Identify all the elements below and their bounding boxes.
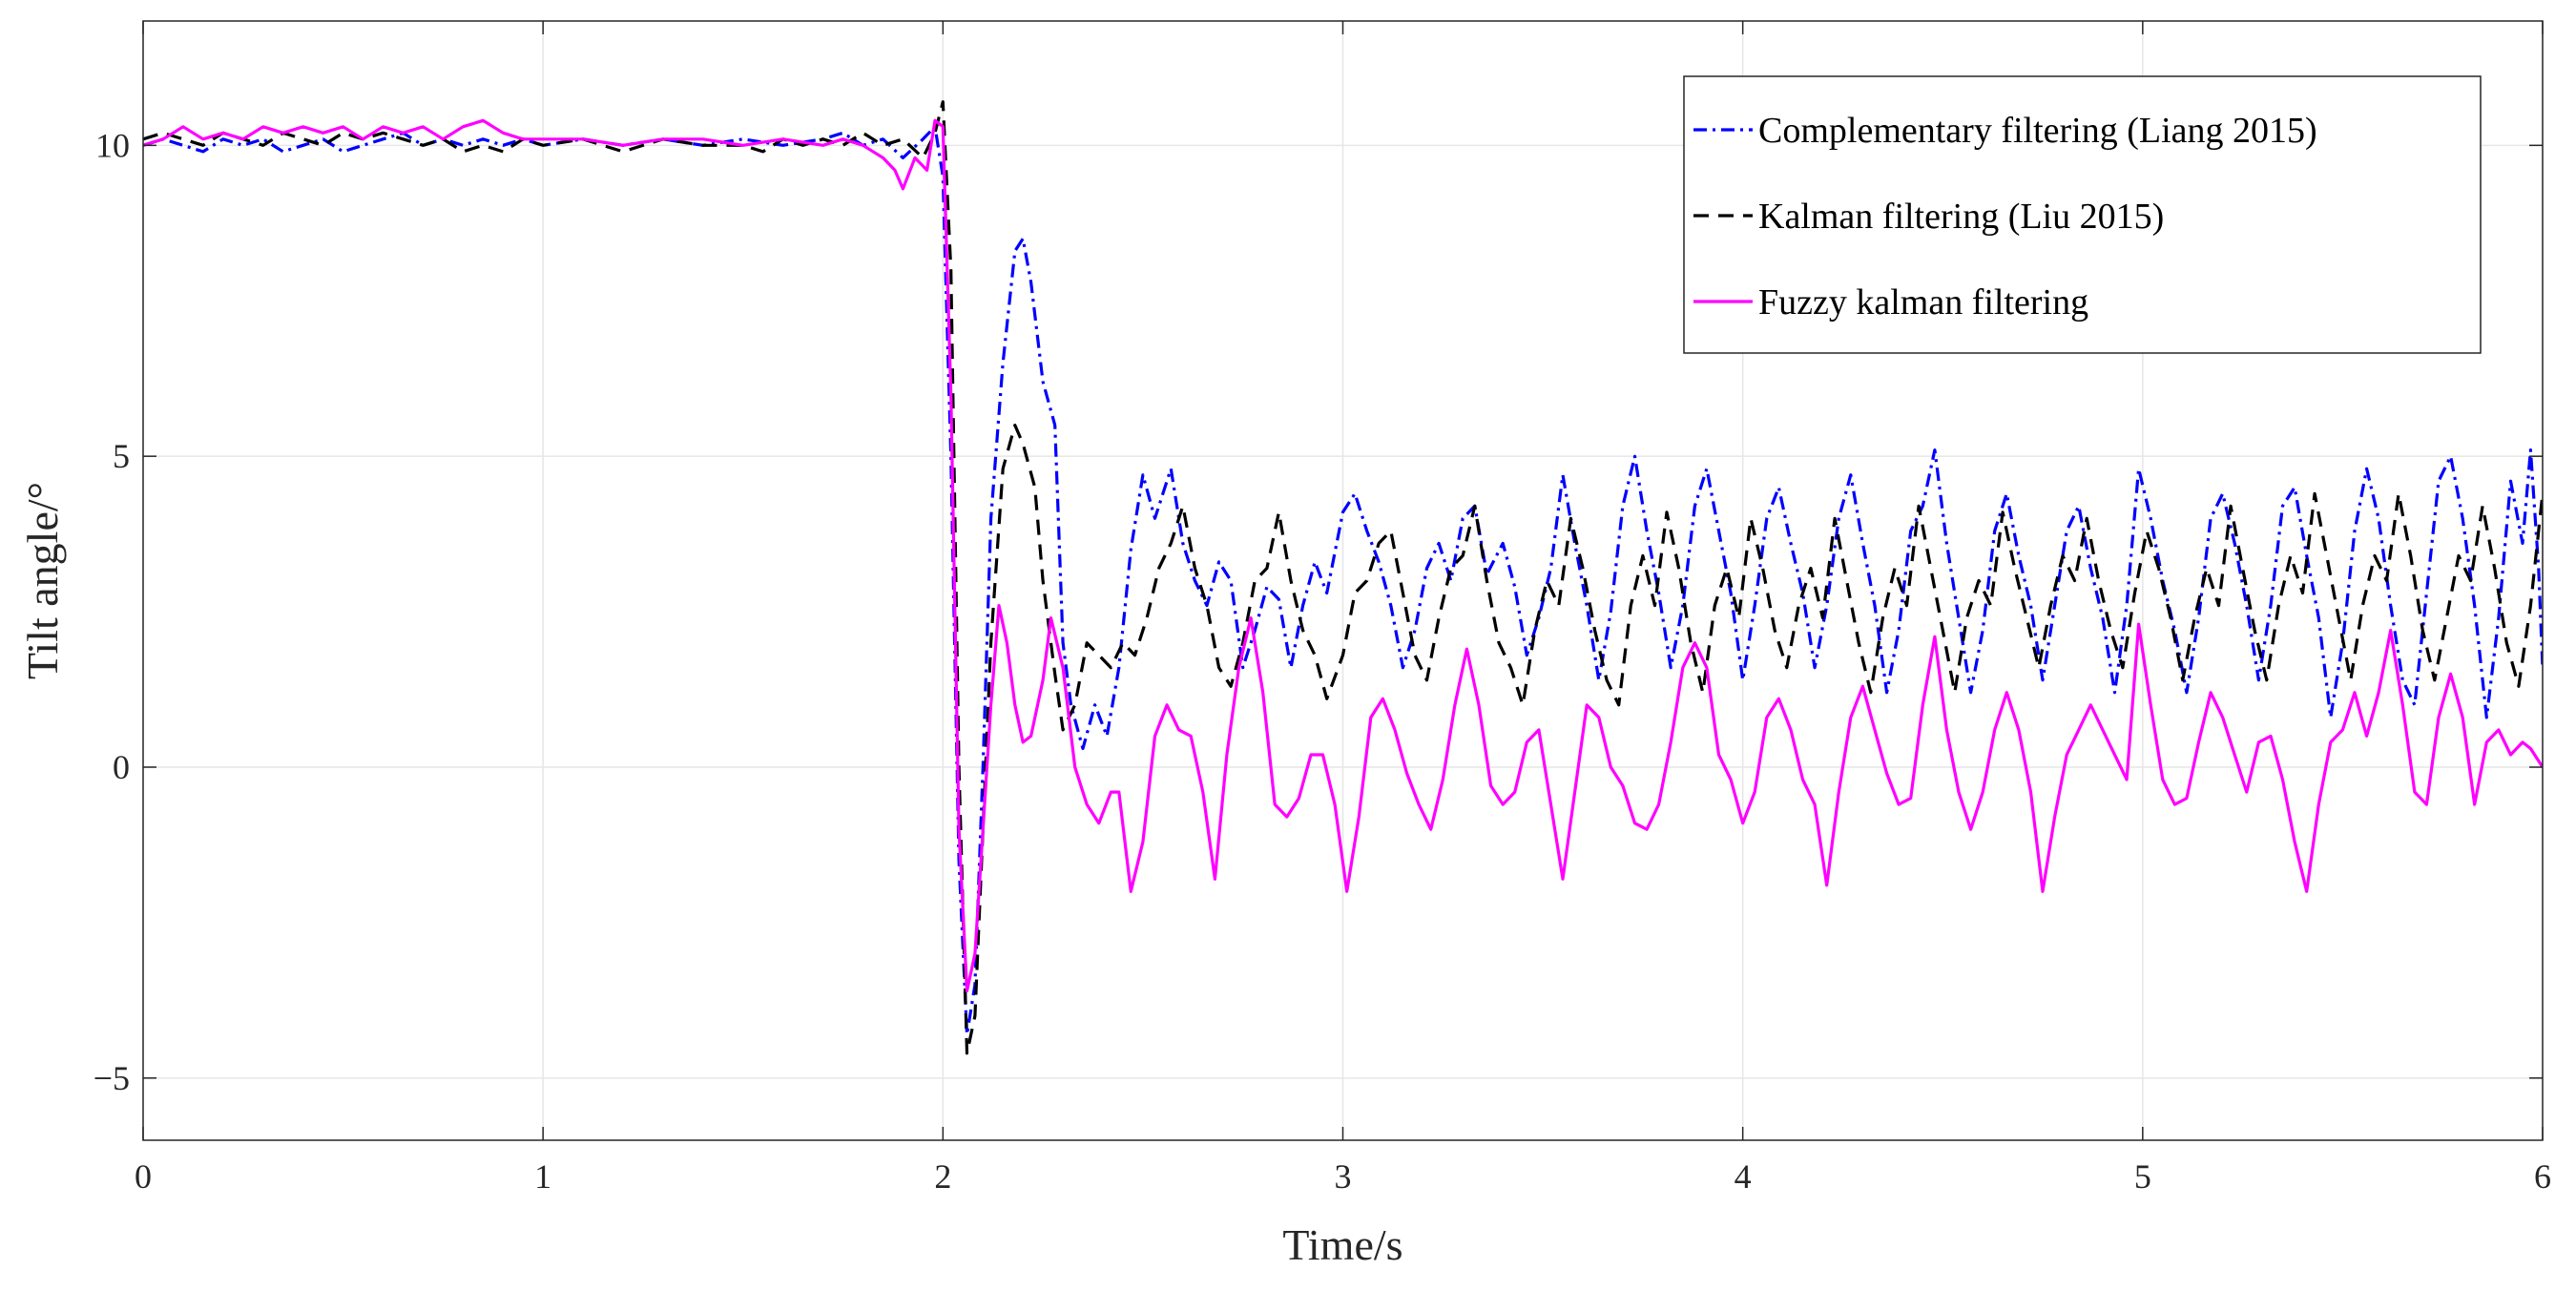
- x-tick-label: 4: [1735, 1157, 1752, 1196]
- legend-label-0: Complementary filtering (Liang 2015): [1758, 111, 2317, 151]
- y-tick-label: −5: [93, 1059, 130, 1097]
- series-line-2: [143, 118, 2543, 993]
- x-axis-label: Time/s: [1282, 1220, 1402, 1269]
- series-layer: [143, 100, 2543, 1055]
- legend-box: [1683, 75, 2482, 354]
- x-tick-label: 6: [2534, 1157, 2551, 1196]
- ticks: 0 1 2 3 4 5 6 −5 0 5 10: [93, 21, 2551, 1196]
- y-tick-label: 10: [95, 126, 130, 164]
- series-line-1: [143, 100, 2543, 1055]
- x-tick-label: 2: [934, 1157, 951, 1196]
- x-tick-label: 0: [135, 1157, 152, 1196]
- legend-label-2: Fuzzy kalman filtering: [1758, 282, 2088, 323]
- legend: Complementary filtering (Liang 2015) Kalm…: [1683, 75, 2482, 354]
- y-axis-label: Tilt angle/°: [18, 482, 67, 679]
- x-tick-label: 1: [534, 1157, 551, 1196]
- x-tick-label: 5: [2134, 1157, 2151, 1196]
- y-tick-label: 5: [113, 437, 130, 475]
- y-tick-label: 0: [113, 748, 130, 786]
- x-tick-label: 3: [1335, 1157, 1352, 1196]
- legend-label-1: Kalman filtering (Liu 2015): [1758, 197, 2164, 237]
